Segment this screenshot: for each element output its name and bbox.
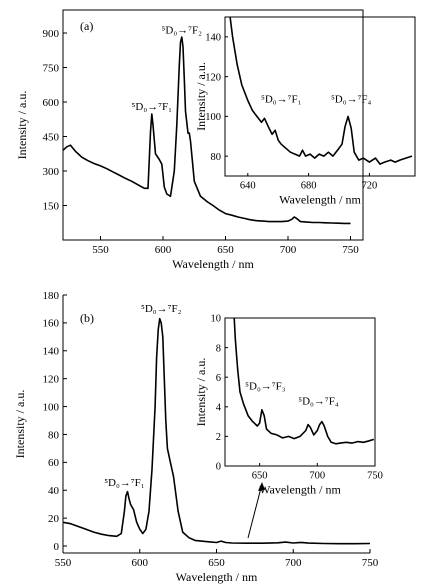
y-tick-label: 2 <box>216 432 221 443</box>
x-tick-label: 650 <box>208 557 225 569</box>
x-axis-label: Wavelength / nm <box>259 483 341 497</box>
chart-a-inset: 640 680 720 80 100 120 140 Wavelength / nm Inten… <box>194 16 416 207</box>
x-tick-label: 750 <box>367 471 383 482</box>
y-tick-label: 180 <box>43 290 60 302</box>
y-tick-label: 750 <box>43 62 60 74</box>
y-tick-label: 8 <box>216 343 221 354</box>
series-line <box>63 317 370 545</box>
series-line <box>229 17 413 165</box>
peak-annotation: ⁵D₀→⁷F₁ <box>132 101 173 113</box>
x-axis-label: Wavelength / nm <box>176 570 258 584</box>
y-tick-label: 100 <box>43 401 60 413</box>
y-tick-label: 160 <box>43 318 60 330</box>
x-tick-label: 720 <box>362 181 378 192</box>
peak-annotation: ⁵D₀→⁷F₄ <box>298 395 339 407</box>
peak-annotation: ⁵D₀→⁷F₁ <box>104 477 145 489</box>
y-tick-label: 80 <box>211 152 222 163</box>
peak-annotation: ⁵D₀→⁷F₂ <box>162 25 203 37</box>
panel-label: (a) <box>80 19 93 33</box>
y-tick-label: 10 <box>211 314 222 325</box>
y-tick-label: 120 <box>205 72 221 83</box>
x-tick-label: 750 <box>362 557 379 569</box>
x-axis-label: Wavelength / nm <box>172 257 254 271</box>
y-axis-label: Intensity / a.u. <box>15 91 29 160</box>
x-tick-label: 680 <box>301 181 317 192</box>
inset-arrow <box>247 482 265 539</box>
y-tick-label: 0 <box>54 541 60 553</box>
y-tick-label: 120 <box>43 374 60 386</box>
y-axis-label: Intensity / a.u. <box>194 62 208 131</box>
series-line <box>233 318 375 445</box>
x-tick-label: 700 <box>309 471 325 482</box>
y-tick-label: 150 <box>43 200 60 212</box>
x-tick-label: 600 <box>132 557 149 569</box>
peak-annotation: ⁵D₀→⁷F₄ <box>331 93 372 105</box>
x-axis-label: Wavelength / nm <box>279 193 361 207</box>
chart-b-inset: 650 700 750 0 2 4 6 8 10 Wavelength / nm Intensity… <box>194 314 383 497</box>
y-tick-label: 4 <box>216 402 222 413</box>
x-tick-label: 650 <box>252 471 268 482</box>
x-tick-label: 550 <box>55 557 72 569</box>
y-tick-label: 900 <box>43 28 60 40</box>
panel-label: (b) <box>80 311 94 325</box>
peak-annotation: ⁵D₀→⁷F₁ <box>261 93 302 105</box>
chart-b-main: 550 600 650 700 750020406080100120140160180W… <box>13 290 379 584</box>
peak-annotation: ⁵D₀→⁷F₃ <box>245 380 286 392</box>
x-tick-label: 700 <box>280 244 297 256</box>
y-tick-label: 300 <box>43 166 60 178</box>
y-tick-label: 40 <box>48 485 60 497</box>
x-tick-label: 550 <box>92 244 109 256</box>
x-tick-label: 600 <box>155 244 172 256</box>
y-tick-label: 600 <box>43 97 60 109</box>
y-tick-label: 60 <box>48 457 60 469</box>
y-tick-label: 450 <box>43 131 60 143</box>
x-tick-label: 700 <box>285 557 302 569</box>
x-tick-label: 640 <box>240 181 256 192</box>
y-axis-label: Intensity / a.u. <box>13 390 27 459</box>
y-tick-label: 140 <box>205 33 221 44</box>
y-tick-label: 80 <box>48 429 60 441</box>
y-tick-label: 20 <box>48 513 60 525</box>
y-tick-label: 100 <box>205 112 221 123</box>
axes-frame <box>224 16 416 177</box>
chart-a-main: 550 600 650 700 750 150 300 450 600 750 900 Wavelen… <box>15 9 364 271</box>
axes-frame <box>62 9 364 241</box>
y-tick-label: 6 <box>216 373 221 384</box>
peak-annotation: ⁵D₀→⁷F₂ <box>141 303 182 315</box>
y-tick-label: 140 <box>43 346 60 358</box>
y-axis-label: Intensity / a.u. <box>194 358 208 427</box>
y-tick-label: 0 <box>216 462 221 473</box>
series-line <box>63 36 351 225</box>
axes-frame <box>224 317 376 467</box>
x-tick-label: 650 <box>217 244 234 256</box>
x-tick-label: 750 <box>342 244 359 256</box>
